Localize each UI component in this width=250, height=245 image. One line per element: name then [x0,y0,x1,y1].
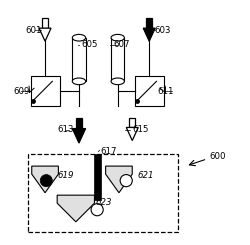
Text: 609: 609 [14,86,30,96]
Text: 623: 623 [96,198,112,207]
Polygon shape [32,166,58,193]
Polygon shape [143,28,155,41]
Bar [111,38,124,81]
Bar [94,154,101,200]
Ellipse shape [111,34,124,41]
Polygon shape [39,28,51,41]
Ellipse shape [72,34,86,41]
Bar [135,76,164,106]
Text: 600: 600 [210,152,226,161]
Text: 601: 601 [26,26,42,35]
Text: 603: 603 [154,26,170,35]
Polygon shape [129,118,135,127]
Text: 621: 621 [137,171,154,180]
Polygon shape [106,166,132,193]
Circle shape [120,175,132,187]
Text: 605: 605 [82,40,98,49]
Polygon shape [76,118,82,129]
Bar [72,38,86,81]
Polygon shape [126,127,138,141]
Text: 617: 617 [101,147,117,156]
Ellipse shape [72,78,86,85]
Polygon shape [146,18,152,28]
Text: 611: 611 [157,86,174,96]
Polygon shape [57,195,94,222]
Ellipse shape [111,78,124,85]
Text: 615: 615 [132,125,149,134]
Bar [30,76,60,106]
Circle shape [40,175,52,187]
Text: 613: 613 [57,125,74,134]
Polygon shape [72,129,86,143]
Polygon shape [42,18,48,28]
Text: 607: 607 [113,40,130,49]
Circle shape [91,204,103,216]
Text: 619: 619 [57,171,74,180]
Bar [28,154,178,232]
